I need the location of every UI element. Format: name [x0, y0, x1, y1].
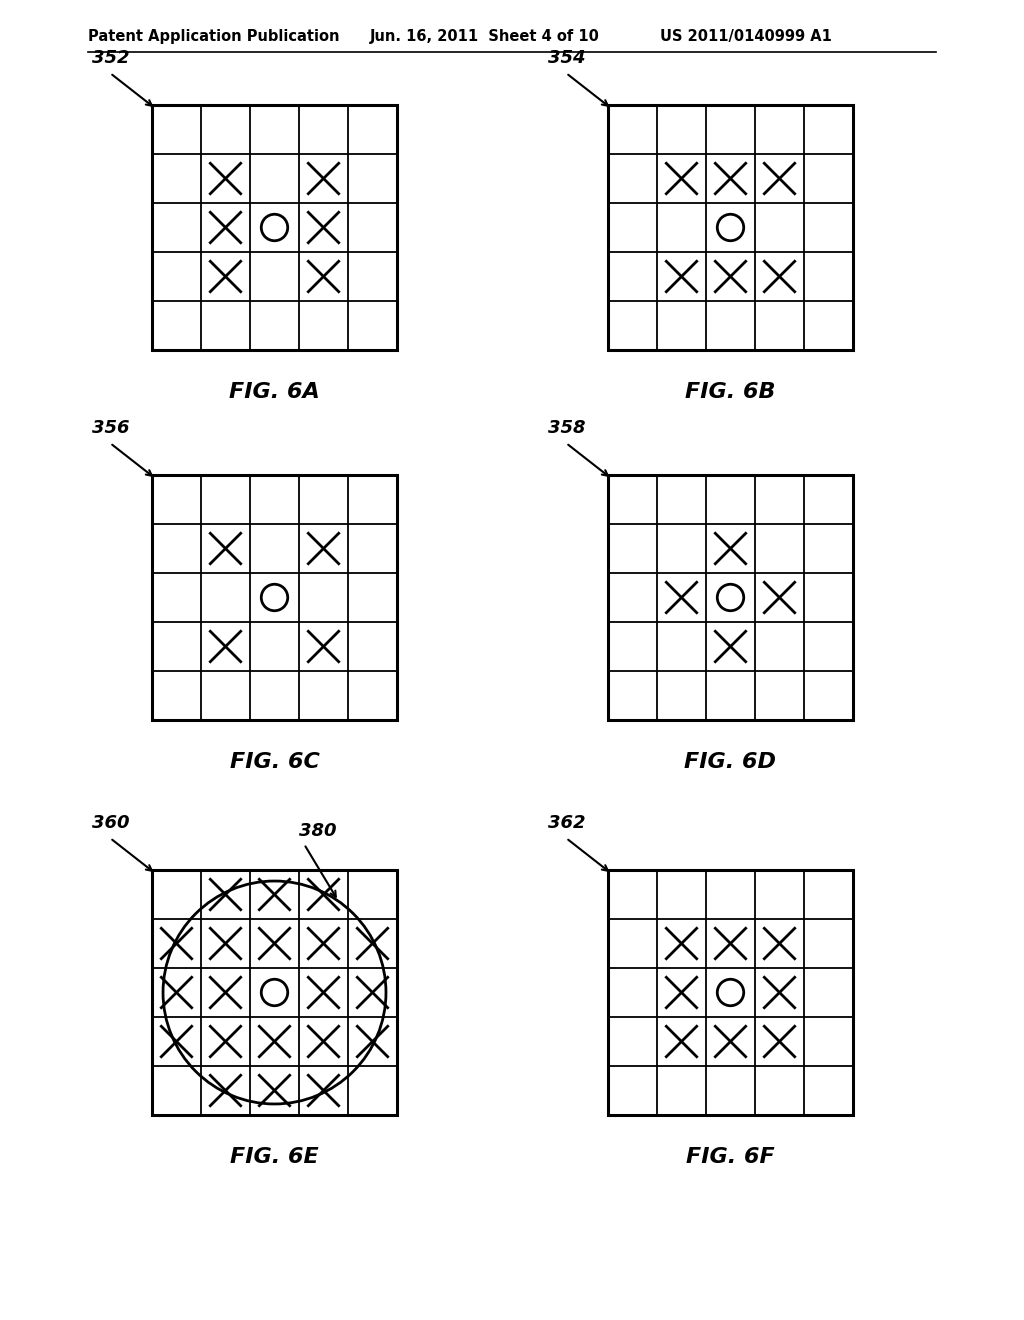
Text: FIG. 6E: FIG. 6E — [230, 1147, 318, 1167]
Bar — [152, 475, 397, 719]
Text: 352: 352 — [92, 49, 129, 67]
Bar — [152, 475, 397, 719]
Text: FIG. 6F: FIG. 6F — [686, 1147, 775, 1167]
Bar — [152, 106, 397, 350]
Text: FIG. 6D: FIG. 6D — [684, 752, 776, 772]
Bar — [152, 870, 397, 1115]
Text: 360: 360 — [92, 814, 129, 832]
Text: 380: 380 — [299, 822, 337, 840]
Bar — [608, 475, 853, 719]
Bar — [608, 475, 853, 719]
Text: 362: 362 — [548, 814, 586, 832]
Bar — [152, 106, 397, 350]
Text: US 2011/0140999 A1: US 2011/0140999 A1 — [660, 29, 831, 45]
Bar — [608, 106, 853, 350]
Text: 356: 356 — [92, 418, 129, 437]
Bar — [152, 870, 397, 1115]
Bar — [608, 870, 853, 1115]
Text: FIG. 6C: FIG. 6C — [229, 752, 319, 772]
Text: FIG. 6A: FIG. 6A — [229, 381, 319, 403]
Text: Jun. 16, 2011  Sheet 4 of 10: Jun. 16, 2011 Sheet 4 of 10 — [370, 29, 600, 45]
Text: Patent Application Publication: Patent Application Publication — [88, 29, 340, 45]
Text: FIG. 6B: FIG. 6B — [685, 381, 776, 403]
Text: 358: 358 — [548, 418, 586, 437]
Bar — [608, 106, 853, 350]
Bar — [608, 870, 853, 1115]
Text: 354: 354 — [548, 49, 586, 67]
